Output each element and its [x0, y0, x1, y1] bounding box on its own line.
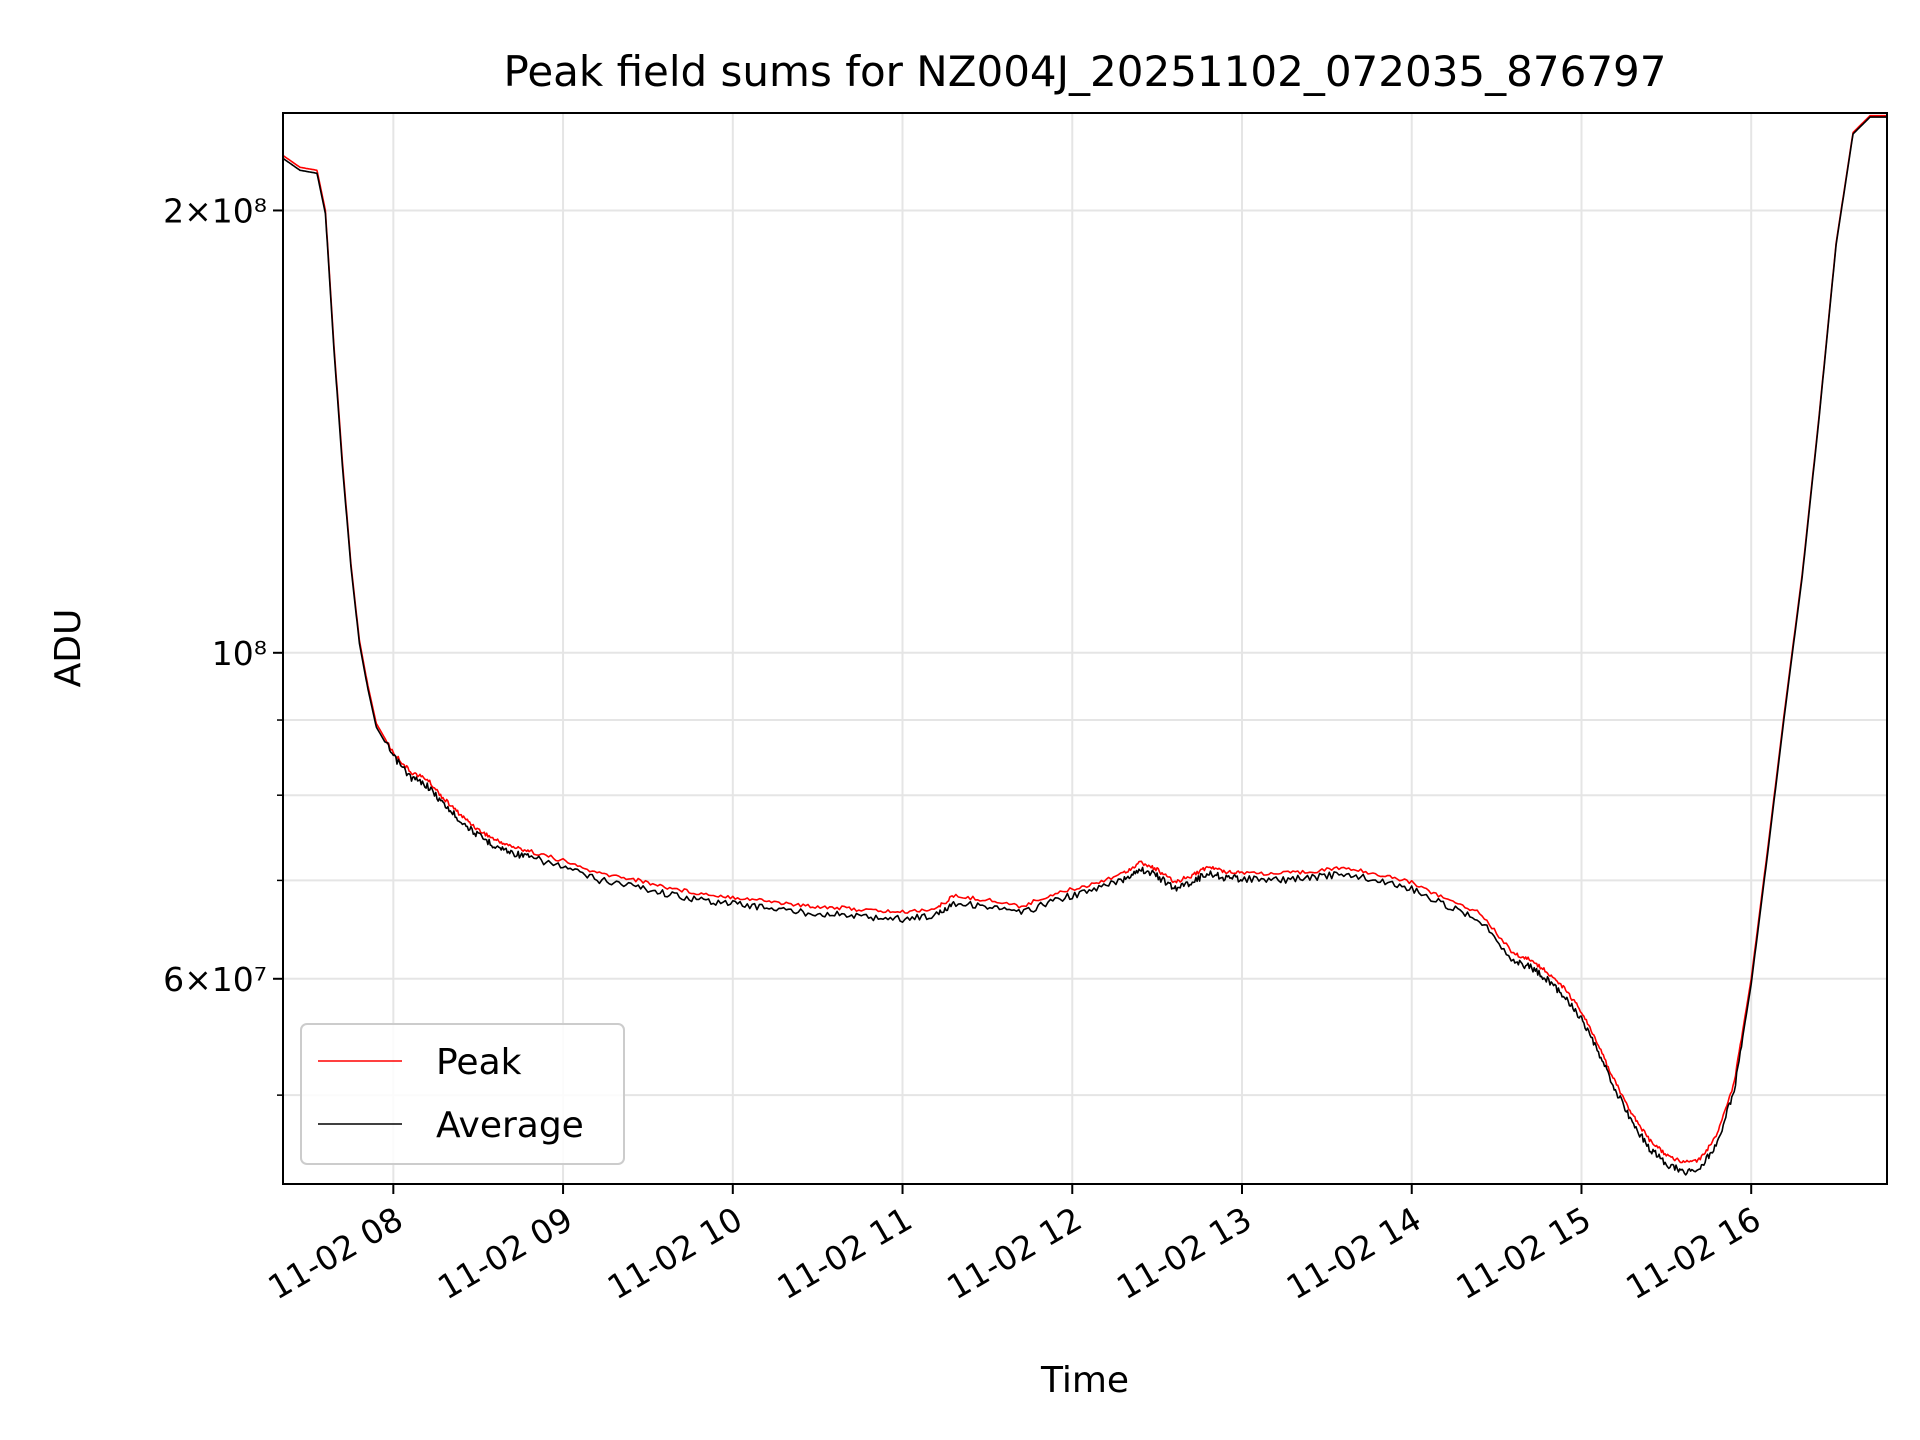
y-axis-label: ADU — [48, 609, 89, 688]
y-tick-label-1: 10⁸ — [212, 634, 267, 673]
legend-box — [300, 1023, 625, 1165]
legend-average-label: Average — [436, 1105, 584, 1146]
chart-title: Peak field sums for NZ004J_20251102_0720… — [504, 47, 1667, 96]
series-line-average — [283, 116, 1887, 1176]
plot-lines — [283, 114, 1887, 1176]
y-axis-ticks: 6×10⁷ 10⁸ 2×10⁸ — [163, 191, 283, 1096]
legend-peak-label: Peak — [436, 1042, 522, 1083]
y-tick-label-2: 2×10⁸ — [163, 191, 267, 230]
plot-frame — [282, 112, 1888, 1185]
y-tick-label-0: 6×10⁷ — [163, 960, 267, 999]
series-line-peak — [283, 114, 1887, 1164]
legend: Peak Average — [300, 1023, 625, 1165]
grid — [283, 113, 1887, 1184]
x-axis-label: Time — [1040, 1360, 1129, 1401]
